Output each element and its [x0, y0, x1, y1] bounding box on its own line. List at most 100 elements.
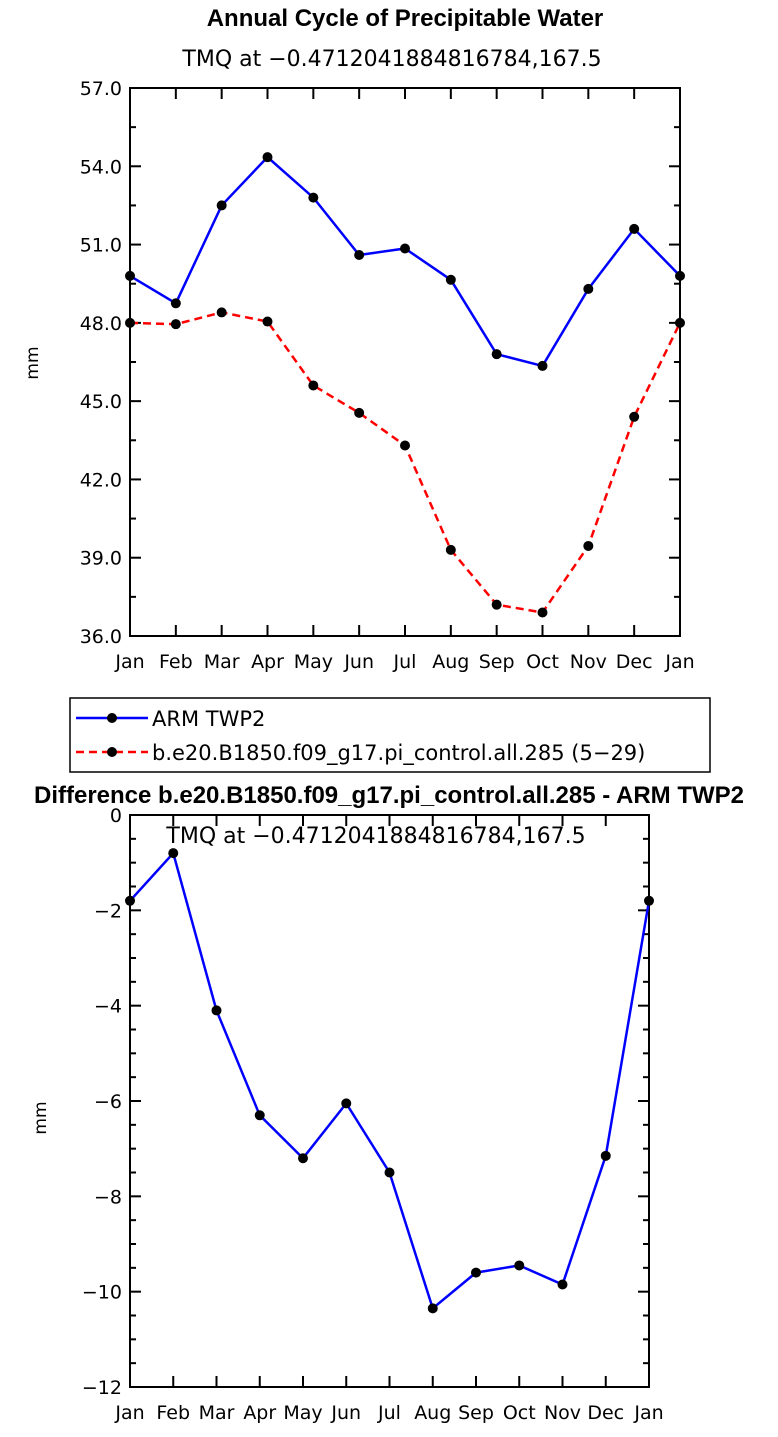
x-tick-label: Jul	[377, 1402, 401, 1424]
data-point	[445, 544, 456, 555]
legend-box	[69, 697, 711, 773]
series-line-0	[129, 155, 681, 368]
data-point	[170, 319, 181, 330]
data-point	[262, 152, 273, 163]
data-point	[211, 1005, 222, 1016]
data-point	[629, 223, 640, 234]
data-point	[125, 895, 135, 906]
y-tick-label: 0	[110, 805, 122, 827]
y-tick-label: −12	[82, 1377, 122, 1399]
legend: ARM TWP2 b.e20.B1850.f09_g17.pi_control.…	[69, 697, 711, 773]
data-point	[400, 243, 410, 254]
y-ticks: −12 −10 −8 −6 −4 −2 0	[82, 805, 649, 1399]
data-point	[216, 307, 227, 318]
data-point	[537, 360, 548, 371]
x-tick-label: Nov	[544, 1402, 581, 1424]
y-tick-label: 54.0	[80, 156, 122, 178]
y-tick-label: −10	[82, 1282, 122, 1304]
y-tick-label: −8	[94, 1186, 122, 1208]
data-point	[168, 848, 179, 859]
x-tick-label: May	[294, 651, 333, 673]
legend-label-arm: ARM TWP2	[152, 707, 265, 731]
legend-label-model: b.e20.B1850.f09_g17.pi_control.all.285 (…	[152, 741, 645, 766]
y-ticks: 36.0 39.0 42.0 45.0 48.0 51.0 54.0 57.0	[80, 78, 680, 648]
x-tick-label: Jan	[664, 651, 694, 673]
data-point	[644, 895, 654, 906]
data-point	[491, 349, 502, 360]
series-line-0	[129, 850, 651, 1311]
series-layer	[125, 152, 685, 618]
legend-marker-model	[107, 747, 117, 757]
y-tick-label: 57.0	[80, 78, 122, 100]
chart-title: Difference b.e20.B1850.f09_g17.pi_contro…	[34, 782, 744, 809]
x-tick-label: Oct	[526, 651, 559, 673]
legend-marker-arm	[107, 713, 117, 723]
data-point	[262, 316, 273, 327]
x-tick-label: Apr	[243, 1402, 276, 1424]
data-point	[170, 298, 181, 309]
x-tick-label: Nov	[570, 651, 607, 673]
data-point	[427, 1303, 438, 1314]
data-point	[400, 440, 410, 451]
x-tick-label: Jun	[343, 651, 374, 673]
data-point	[583, 540, 594, 551]
x-tick-label: Mar	[204, 651, 240, 673]
data-point	[308, 192, 319, 203]
data-point	[491, 599, 502, 610]
x-tick-label: Aug	[432, 651, 469, 673]
x-ticks: Jan Feb Mar Apr May Jun Jul Aug Sep Oct Nov Dec Jan	[114, 88, 695, 673]
y-tick-label: 36.0	[80, 626, 122, 648]
y-tick-label: −6	[94, 1091, 122, 1113]
data-point	[583, 283, 594, 294]
x-tick-label: Oct	[503, 1402, 536, 1424]
data-point	[308, 380, 319, 391]
plot-border	[129, 87, 681, 637]
x-tick-label: Jan	[114, 651, 144, 673]
plot-border	[129, 814, 650, 1388]
data-point	[125, 270, 135, 281]
x-tick-label: Feb	[156, 1402, 190, 1424]
data-point	[341, 1098, 352, 1109]
data-point	[125, 317, 135, 328]
series-layer	[125, 848, 654, 1314]
data-point	[514, 1260, 525, 1271]
x-tick-label: Sep	[479, 651, 515, 673]
x-tick-label: Sep	[458, 1402, 494, 1424]
series-line-1	[129, 311, 682, 614]
plot-frame	[129, 814, 650, 1388]
y-tick-label: 42.0	[80, 469, 122, 491]
data-point	[557, 1279, 568, 1290]
legend-item-arm: ARM TWP2	[76, 707, 265, 731]
x-tick-label: Aug	[414, 1402, 451, 1424]
x-tick-label: Dec	[616, 651, 653, 673]
y-tick-label: −2	[94, 900, 122, 922]
legend-item-model: b.e20.B1850.f09_g17.pi_control.all.285 (…	[76, 741, 645, 766]
x-tick-label: Jul	[393, 651, 417, 673]
y-tick-label: −4	[94, 996, 122, 1018]
data-point	[254, 1110, 265, 1121]
data-point	[354, 250, 365, 261]
data-point	[537, 607, 548, 618]
y-tick-label: 48.0	[80, 313, 122, 335]
x-tick-label: May	[283, 1402, 322, 1424]
data-point	[629, 411, 640, 422]
chart-title: Annual Cycle of Precipitable Water	[207, 5, 604, 32]
x-ticks: Jan Feb Mar Apr May Jun Jul Aug Sep Oct Nov Dec Jan	[114, 815, 664, 1424]
y-axis-label: mm	[23, 346, 43, 379]
data-point	[216, 200, 227, 211]
x-tick-label: Apr	[251, 651, 284, 673]
x-tick-label: Feb	[159, 651, 193, 673]
data-point	[471, 1267, 481, 1278]
x-tick-label: Dec	[587, 1402, 624, 1424]
y-tick-label: 51.0	[80, 235, 122, 257]
data-point	[384, 1167, 395, 1178]
data-point	[354, 407, 365, 418]
chart-subtitle: TMQ at −0.4712041884816784,167.5	[165, 824, 585, 849]
difference-chart: Difference b.e20.B1850.f09_g17.pi_contro…	[31, 782, 744, 1424]
x-tick-label: Mar	[199, 1402, 235, 1424]
data-point	[675, 270, 685, 281]
data-point	[600, 1150, 611, 1161]
annual-cycle-chart: Annual Cycle of Precipitable Water TMQ a…	[23, 5, 695, 673]
data-point	[298, 1153, 308, 1164]
